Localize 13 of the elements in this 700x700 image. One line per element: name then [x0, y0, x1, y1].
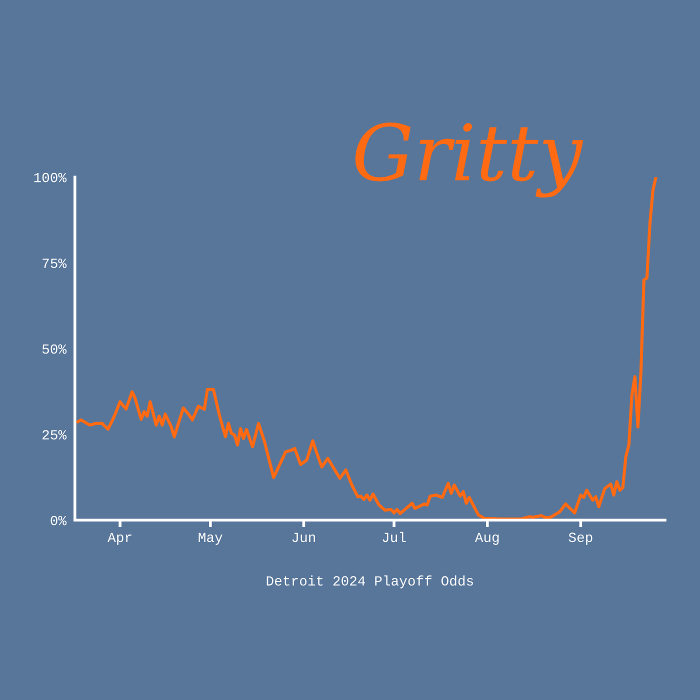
y-tick-label: 75%: [42, 258, 67, 268]
x-axis-title: Detroit 2024 Playoff Odds: [266, 575, 473, 588]
x-tick-label: May: [198, 532, 222, 545]
y-tick-label: 50%: [42, 344, 67, 354]
y-tick-label: 100%: [34, 172, 67, 182]
y-tick-label: 25%: [42, 430, 67, 440]
x-tick-label: Jun: [292, 532, 315, 542]
y-tick-label: 0%: [50, 516, 67, 526]
x-tick-label: Sep: [568, 532, 592, 545]
chart-title: Gritty: [355, 122, 584, 198]
x-tick-label: Apr: [108, 532, 132, 545]
x-tick-label: Jul: [382, 532, 406, 542]
x-tick-label: Aug: [474, 532, 499, 545]
